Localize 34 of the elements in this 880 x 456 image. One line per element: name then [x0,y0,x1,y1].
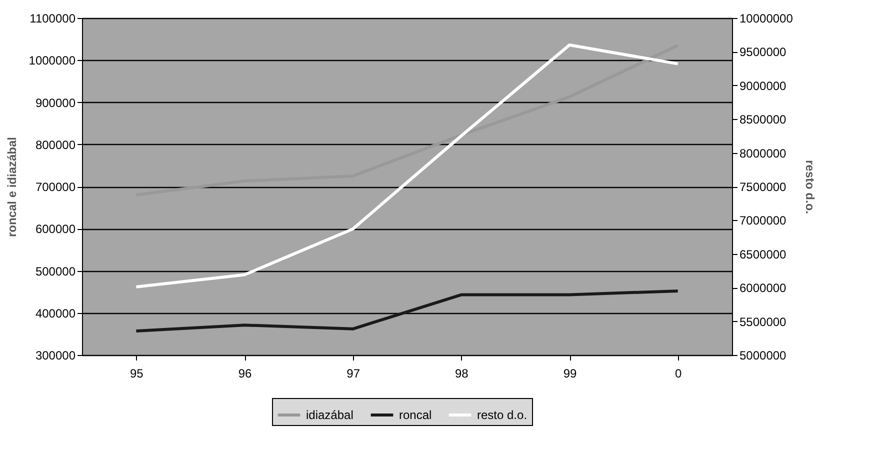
y-tick-label: 1000000 [28,54,76,68]
y2-tick-label: 10000000 [740,12,794,26]
x-tick-label: 95 [130,366,144,380]
line-series [134,289,680,332]
y2-tick-label: 6500000 [740,247,787,262]
y2-tick-label: 6000000 [740,281,787,296]
y-tick-label: 900000 [35,96,76,110]
x-tick-label: 97 [346,366,360,380]
y2-axis-title: resto d.o. [802,160,817,214]
y-tick-label: 800000 [35,138,76,152]
y2-tick-label: 9000000 [740,78,787,93]
y2-tick-label: 7000000 [740,214,787,228]
y-tick-label: 300000 [35,348,76,362]
y2-tick-label: 9500000 [740,45,787,60]
legend-label: roncal [399,408,432,422]
y2-tick-label: 5500000 [740,314,787,329]
line-series [134,43,680,288]
x-tick-label: 0 [674,366,682,380]
y-axis-title: roncal e idiazábal [4,136,19,238]
y2-tick-label: 8000000 [740,146,787,160]
x-tick-label: 98 [454,366,469,380]
y-tick-label: 400000 [35,306,76,320]
y-tick-label: 700000 [35,180,76,194]
legend-label: resto d.o. [477,408,528,422]
x-tick-label: 96 [238,366,252,380]
y-tick-label: 500000 [35,264,76,278]
line-series [134,44,680,196]
y2-tick-label: 8500000 [740,112,787,127]
x-tick-label: 99 [563,366,577,380]
y2-tick-label: 5000000 [740,348,787,362]
y-tick-label: 1100000 [30,12,76,26]
y2-tick-label: 7500000 [740,180,787,194]
legend-label: idiazábal [306,408,354,422]
y-tick-label: 600000 [35,222,76,236]
